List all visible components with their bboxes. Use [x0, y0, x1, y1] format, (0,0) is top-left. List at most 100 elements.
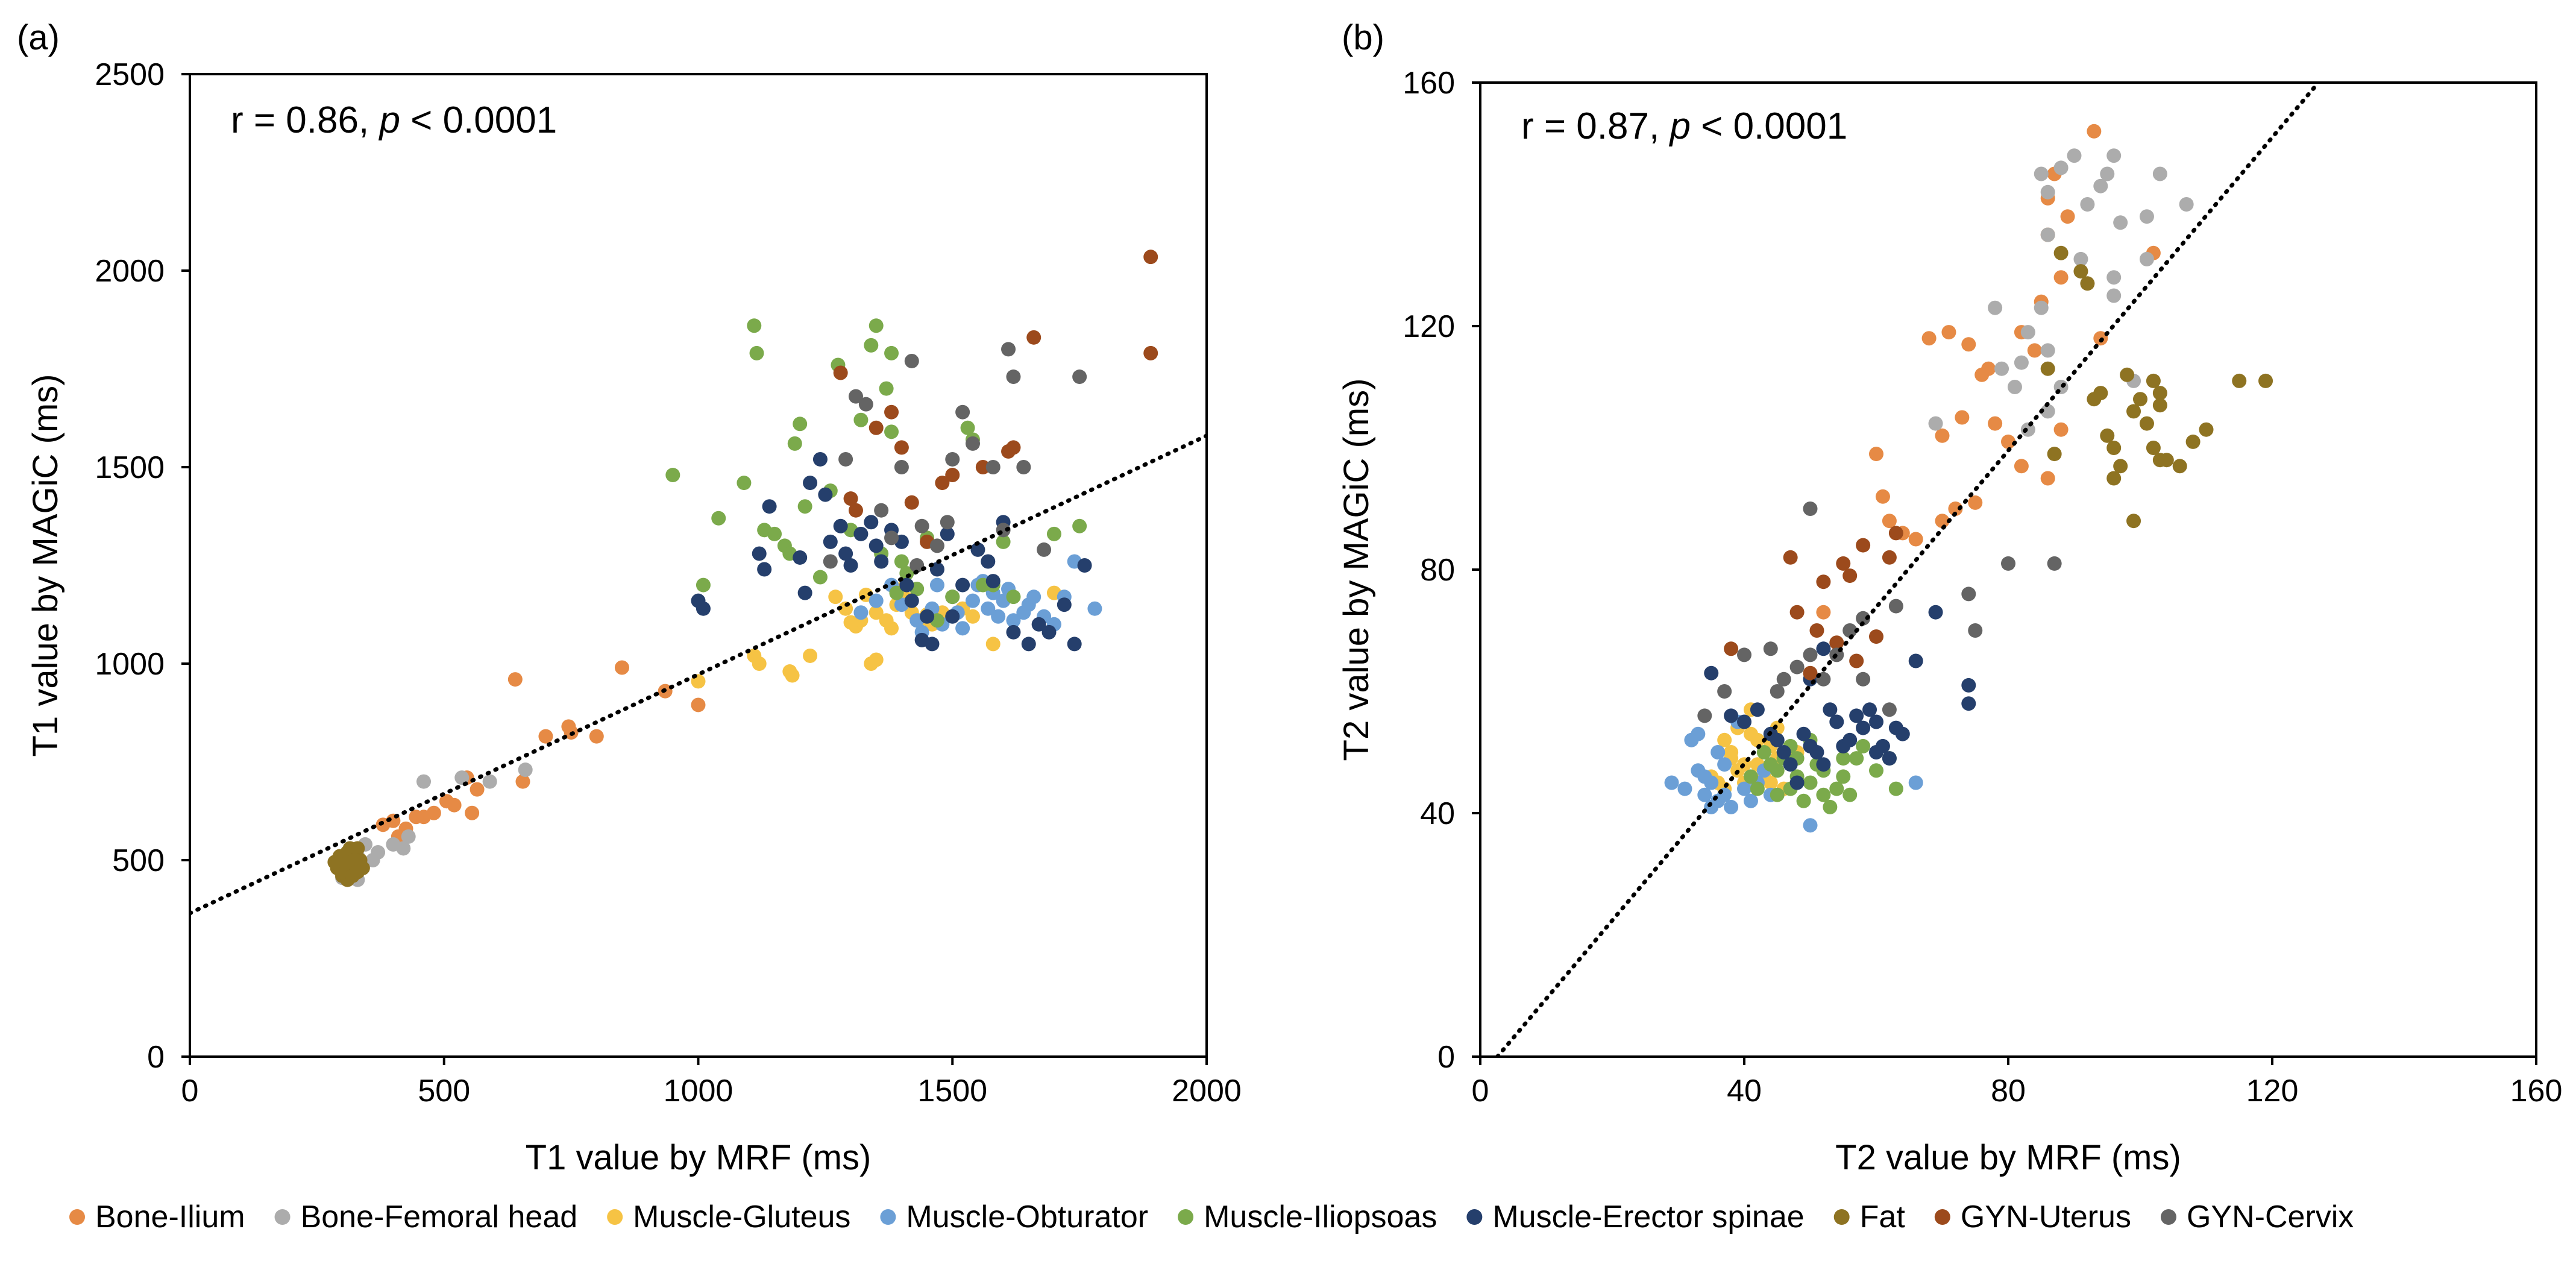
scatter-point: [1862, 702, 1877, 717]
scatter-point: [1067, 637, 1082, 652]
scatter-point: [2113, 215, 2128, 230]
scatter-point: [2047, 556, 2062, 571]
scatter-point: [1001, 342, 1016, 357]
scatter-point: [985, 637, 1001, 652]
scatter-point: [2053, 160, 2069, 175]
scatter-point: [447, 797, 462, 813]
scatter-point: [1908, 653, 1923, 668]
scatter-point: [1763, 641, 1778, 656]
series-muscle-erector-spinae: [691, 451, 1092, 652]
scatter-point: [507, 672, 523, 687]
scatter-point: [1796, 726, 1811, 741]
scatter-point: [454, 770, 470, 785]
scatter-point: [1869, 447, 1883, 462]
scatter-point: [889, 585, 904, 600]
y-tick-label: 500: [112, 843, 165, 878]
y-tick-label: 0: [147, 1040, 165, 1075]
scatter-point: [828, 590, 843, 605]
scatter-point: [2139, 251, 2154, 266]
scatter-point: [342, 841, 357, 856]
y-axis-title: T2 value by MAGiC (ms): [1337, 379, 1376, 761]
scatter-point: [869, 538, 884, 553]
scatter-point: [1829, 635, 1844, 650]
scatter-point: [767, 526, 782, 541]
scatter-point: [940, 526, 955, 541]
scatter-point: [2120, 367, 2135, 382]
scatter-point: [1961, 337, 1976, 352]
scatter-point: [757, 562, 772, 577]
legend-label: Muscle-Erector spinae: [1492, 1200, 1804, 1234]
series-gyn-cervix: [823, 342, 1087, 573]
scatter-point: [2040, 343, 2055, 358]
scatter-point: [1816, 757, 1831, 772]
legend-label: GYN-Cervix: [2187, 1200, 2354, 1234]
scatter-point: [955, 621, 970, 636]
scatter-point: [823, 554, 838, 569]
scatter-point: [945, 468, 960, 483]
scatter-point: [838, 546, 853, 561]
scatter-point: [975, 460, 990, 474]
scatter-point: [2232, 373, 2247, 388]
series-gyn-uterus: [833, 250, 1158, 549]
scatter-point: [2106, 270, 2122, 285]
scatter-point: [1988, 416, 2003, 431]
scatter-point: [843, 558, 858, 573]
scatter-point: [1921, 331, 1937, 346]
legend-item: GYN-Cervix: [2160, 1200, 2354, 1234]
scatter-point: [2040, 361, 2055, 376]
series-muscle-obturator: [853, 554, 1102, 640]
scatter-point: [2152, 386, 2167, 401]
legend-marker: [69, 1209, 85, 1225]
scatter-point: [1072, 518, 1087, 533]
x-tick-label: 40: [1727, 1074, 1762, 1108]
scatter-point: [1961, 586, 1976, 602]
scatter-point: [2106, 148, 2122, 163]
scatter-point: [1836, 556, 1851, 571]
scatter-point: [812, 570, 828, 585]
scatter-point: [785, 668, 800, 683]
legend-item: Bone-Ilium: [69, 1200, 245, 1234]
annotation-prefix: r = 0.86,: [231, 99, 379, 141]
legend-marker: [607, 1209, 623, 1225]
scatter-point: [409, 810, 424, 825]
scatter-point: [2001, 434, 2015, 449]
scatter-point: [752, 656, 767, 671]
scatter-point: [1869, 714, 1883, 729]
scatter-point: [1809, 745, 1824, 759]
x-tick-label: 1000: [664, 1074, 734, 1108]
scatter-point: [1849, 708, 1864, 723]
scatter-point: [853, 605, 869, 620]
scatter-point: [1888, 781, 1903, 796]
scatter-point: [1935, 428, 1950, 443]
scatter-point: [884, 404, 899, 420]
scatter-point: [1691, 726, 1706, 741]
scatter-point: [884, 424, 899, 439]
legend-label: GYN-Uterus: [1961, 1200, 2131, 1234]
scatter-point: [2126, 404, 2141, 419]
scatter-point: [2053, 245, 2069, 260]
scatter-point: [1856, 611, 1871, 626]
scatter-point: [515, 774, 530, 789]
legend-marker: [274, 1209, 291, 1225]
y-tick-label: 80: [1420, 553, 1455, 588]
x-tick-label: 160: [2510, 1074, 2563, 1108]
scatter-point: [2080, 197, 2095, 212]
scatter-point: [869, 420, 884, 435]
scatter-point: [884, 621, 899, 636]
scatter-point: [1041, 624, 1057, 640]
legend-label: Muscle-Iliopsoas: [1204, 1200, 1437, 1234]
series-fat: [2040, 245, 2273, 529]
scatter-point: [884, 530, 899, 546]
scatter-point: [970, 542, 985, 557]
panel-label: (b): [1342, 18, 1384, 57]
x-tick-label: 80: [1991, 1074, 2026, 1108]
legend-item: Muscle-Iliopsoas: [1178, 1200, 1437, 1234]
scatter-point: [848, 503, 863, 518]
scatter-point: [1895, 726, 1910, 741]
scatter-point: [1836, 769, 1851, 784]
scatter-point: [838, 451, 853, 467]
scatter-point: [1823, 702, 1838, 717]
scatter-point: [1776, 671, 1791, 687]
scatter-point: [929, 577, 944, 593]
